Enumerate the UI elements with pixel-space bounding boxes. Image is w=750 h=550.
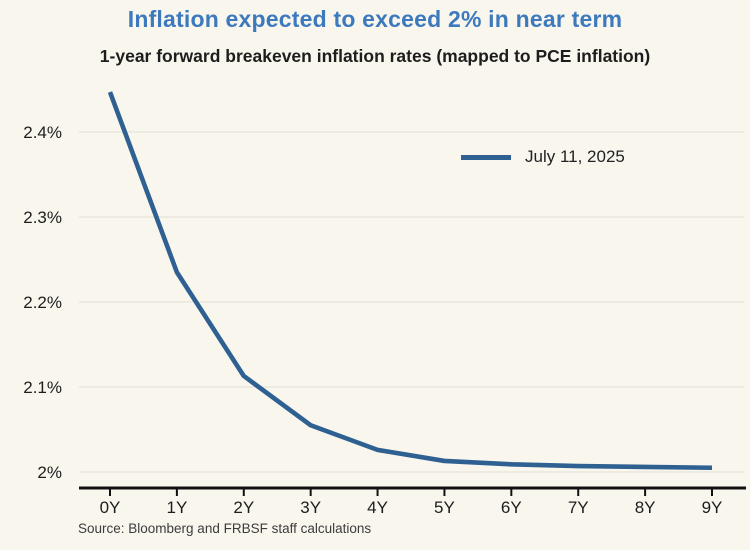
y-axis-tick-label: 2.3% <box>23 208 62 227</box>
data-line-series <box>107 91 713 471</box>
chart-legend: July 11, 2025 <box>461 146 625 168</box>
x-axis-tick-label: 7Y <box>568 498 589 517</box>
x-axis-tick-label: 4Y <box>367 498 388 517</box>
x-axis-tick-label: 2Y <box>233 498 254 517</box>
x-axis-tick-label: 9Y <box>702 498 723 517</box>
y-axis-tick-label: 2% <box>37 463 62 482</box>
source-note: Source: Bloomberg and FRBSF staff calcul… <box>78 521 372 536</box>
x-axis-tick-label: 6Y <box>501 498 522 517</box>
y-axis-tick-label: 2.1% <box>23 378 62 397</box>
y-axis-tick-label: 2.4% <box>23 123 62 142</box>
chart-title: Inflation expected to exceed 2% in near … <box>127 6 623 32</box>
x-axis-tick-label: 8Y <box>635 498 656 517</box>
x-axis-tick-label: 0Y <box>100 498 121 517</box>
x-axis-tick-label: 3Y <box>300 498 321 517</box>
legend-series-label: July 11, 2025 <box>525 147 625 166</box>
y-axis-tick-label: 2.2% <box>23 293 62 312</box>
x-axis-tick-label: 1Y <box>166 498 187 517</box>
x-axis-tick-label: 5Y <box>434 498 455 517</box>
chart-subtitle: 1-year forward breakeven inflation rates… <box>99 46 651 66</box>
legend-line-swatch <box>461 154 511 160</box>
